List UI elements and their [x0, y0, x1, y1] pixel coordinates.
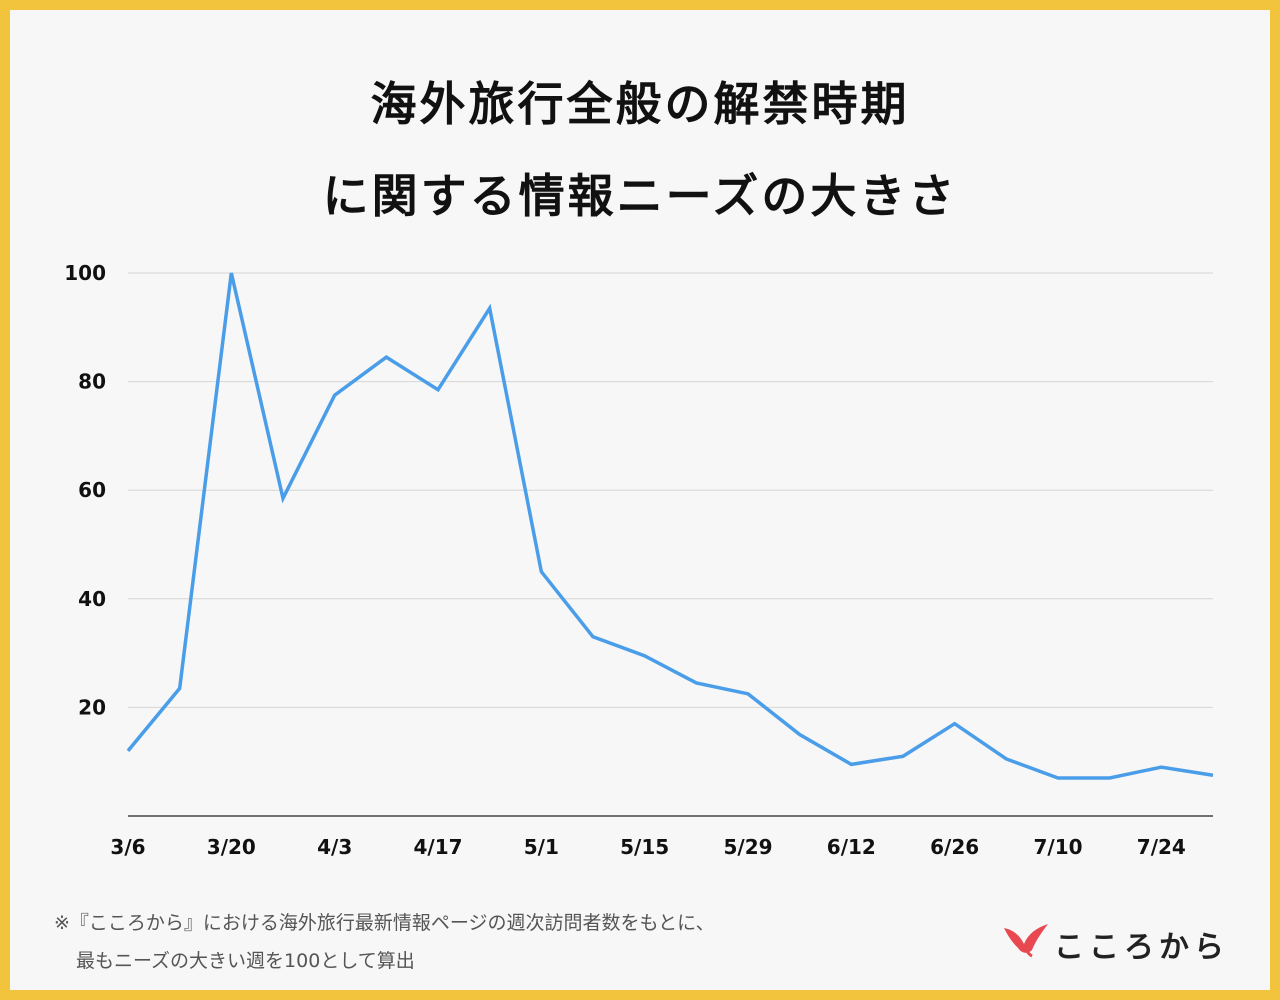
- y-tick-label-80: 80: [78, 370, 106, 394]
- y-tick-label-20: 20: [78, 695, 106, 719]
- x-tick-label-6-26: 6/26: [930, 835, 979, 859]
- x-tick-label-7-24: 7/24: [1137, 835, 1186, 859]
- footnote-line-1: ※『こころから』における海外旅行最新情報ページの週次訪問者数をもとに、: [54, 912, 715, 934]
- x-tick-label-3-20: 3/20: [207, 835, 256, 859]
- line-chart: 20 40 60 80 100 3/6 3/20 4/3 4/17 5/1 5/15 5/29 6/12…: [64, 261, 1214, 859]
- y-tick-label-60: 60: [78, 478, 106, 502]
- x-tick-label-5-15: 5/15: [620, 835, 669, 859]
- x-tick-label-3-6: 3/6: [110, 835, 145, 859]
- series-line-0: [126, 272, 1214, 780]
- x-tick-label-6-12: 6/12: [827, 835, 876, 859]
- y-tick-label-100: 100: [64, 261, 106, 285]
- x-tick-label-5-29: 5/29: [723, 835, 772, 859]
- x-tick-label-7-10: 7/10: [1033, 835, 1082, 859]
- bird-logo-icon: [1004, 924, 1048, 958]
- y-tick-label-40: 40: [78, 587, 106, 611]
- chart-title-line-1: 海外旅行全般の解禁時期: [370, 77, 910, 131]
- x-tick-label-5-1: 5/1: [524, 835, 559, 859]
- footnote-line-2: 最もニーズの大きい週を100として算出: [76, 950, 415, 972]
- chart-card: 海外旅行全般の解禁時期 に関する情報ニーズの大きさ 20 40 60 80 100 3/6…: [10, 10, 1270, 990]
- x-tick-label-4-3: 4/3: [317, 835, 352, 859]
- logo-text: こころから: [1054, 930, 1229, 965]
- chart-title-line-2: に関する情報ニーズの大きさ: [322, 169, 958, 223]
- kokorokara-logo: こころから: [1002, 914, 1242, 974]
- x-tick-label-4-17: 4/17: [413, 835, 462, 859]
